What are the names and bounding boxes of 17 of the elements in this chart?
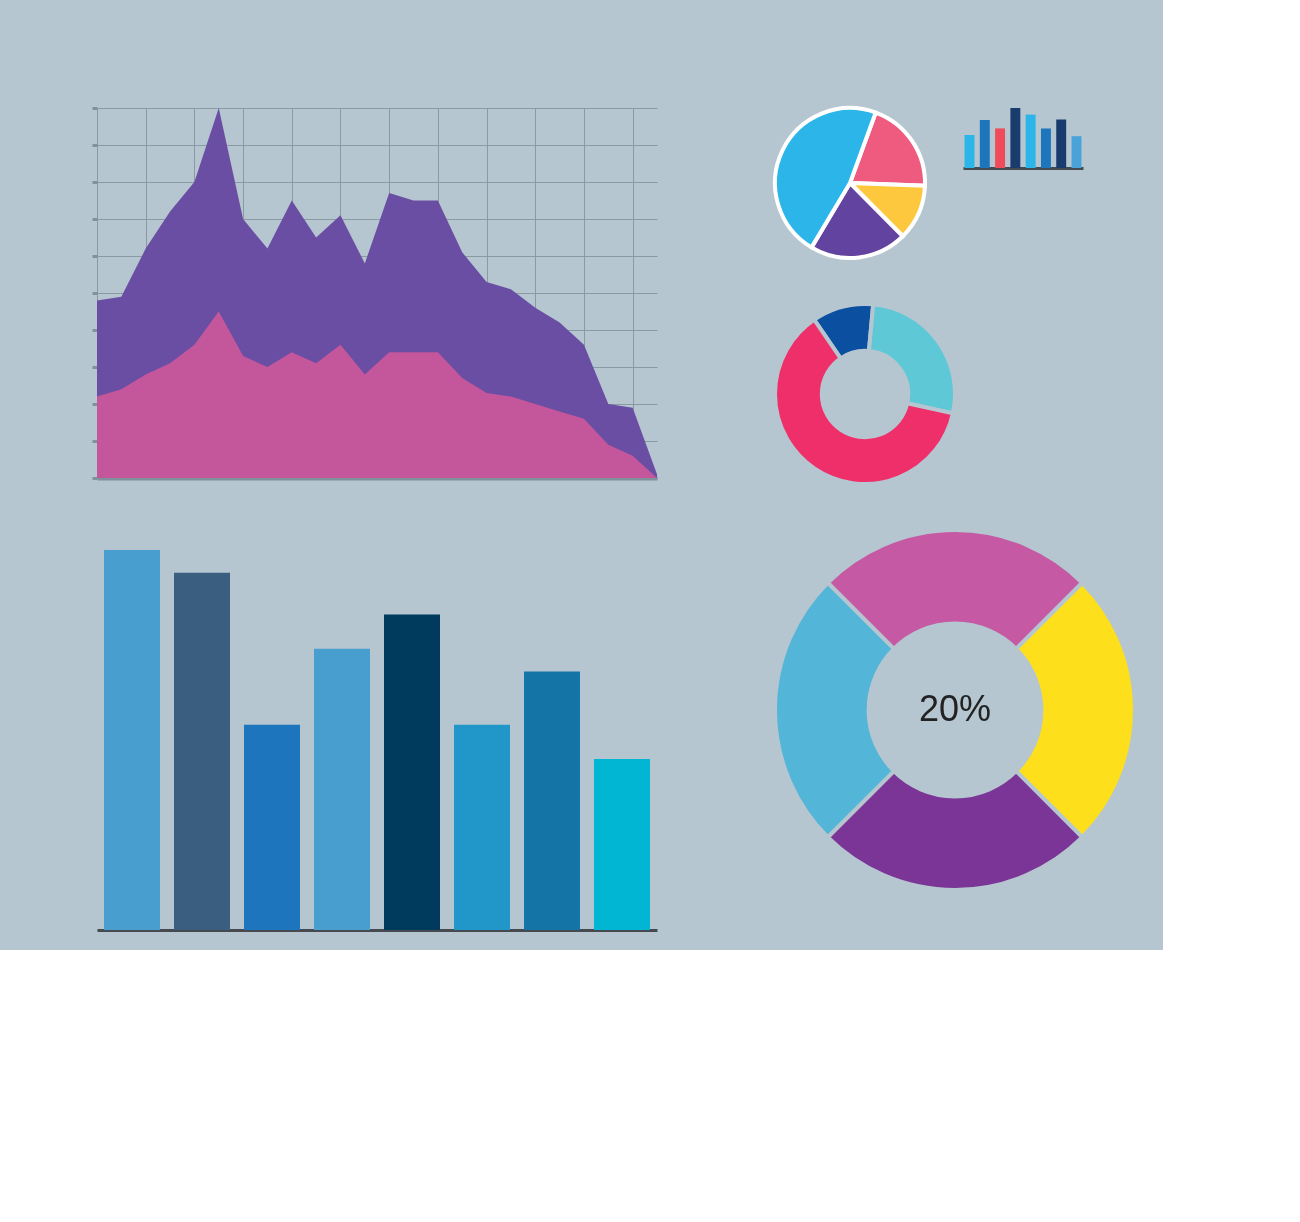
bar — [454, 724, 510, 930]
bar — [524, 671, 580, 930]
bar — [964, 135, 975, 168]
bar — [104, 550, 160, 930]
bar — [1040, 128, 1051, 168]
bar — [1071, 136, 1082, 168]
bar — [314, 648, 370, 930]
bar — [995, 128, 1006, 168]
bar — [1025, 114, 1036, 168]
bar — [979, 120, 990, 168]
bar — [1056, 119, 1067, 168]
bar — [174, 572, 230, 930]
text: 20% — [918, 688, 992, 729]
bar — [1010, 108, 1021, 168]
bar — [384, 614, 440, 930]
bar — [594, 759, 650, 930]
bar — [244, 724, 300, 930]
